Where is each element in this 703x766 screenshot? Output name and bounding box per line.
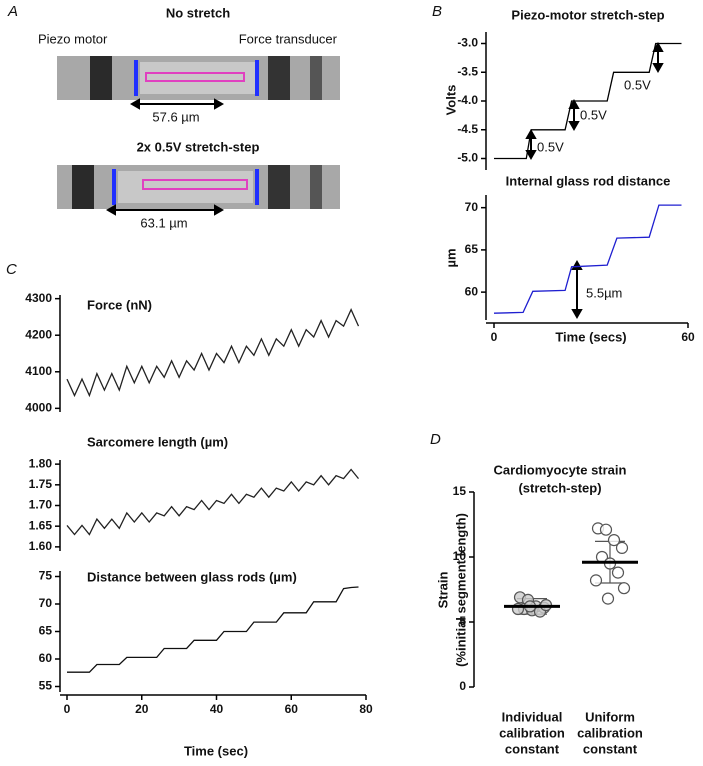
y-tick-label: -5.0 <box>457 151 478 165</box>
data-point <box>617 582 631 595</box>
x-tick-label: 20 <box>135 702 149 716</box>
x-axis-label: Time (secs) <box>555 329 626 344</box>
data-point <box>607 533 621 547</box>
micrograph <box>57 165 340 209</box>
chart-title: Force (nN) <box>87 297 152 312</box>
data-point <box>599 523 613 536</box>
trace <box>67 586 359 673</box>
y-tick-label: 15 <box>453 484 467 498</box>
length-label: 57.6 µm <box>152 109 199 124</box>
chart-title: Sarcomere length (µm) <box>87 434 228 449</box>
step-arrow <box>525 41 664 320</box>
image-title: No stretch <box>166 5 230 20</box>
y-tick-label: -4.5 <box>457 122 478 136</box>
category-label: calibration <box>499 725 565 740</box>
category-label: calibration <box>577 725 643 740</box>
annotation: 0.5V <box>580 107 607 122</box>
y-tick-label: 4000 <box>25 401 52 415</box>
panel-letter: A <box>7 3 18 20</box>
y-tick-label: 60 <box>39 651 53 665</box>
category-label: constant <box>583 741 638 756</box>
y-tick-label: 4100 <box>25 364 52 378</box>
x-tick-label: 60 <box>681 330 695 344</box>
micrograph <box>57 56 340 100</box>
panel-letter: B <box>432 3 442 20</box>
annotation: 5.5µm <box>586 285 622 300</box>
y-tick-label: 70 <box>39 596 53 610</box>
image-label: Force transducer <box>239 31 338 46</box>
y-tick-label: 0 <box>459 679 466 693</box>
data-point <box>589 574 603 587</box>
x-tick-label: 0 <box>64 702 71 716</box>
y-tick-label: 4200 <box>25 327 52 341</box>
data-point <box>611 566 625 579</box>
x-tick-label: 60 <box>285 702 299 716</box>
y-tick-label: 75 <box>39 569 53 583</box>
image-title: 2x 0.5V stretch-step <box>137 139 260 154</box>
y-tick-label: 65 <box>465 242 479 256</box>
y-tick-label: 1.75 <box>29 477 53 491</box>
y-tick-label: 70 <box>465 200 479 214</box>
category-label: constant <box>505 741 560 756</box>
category-label: Individual <box>502 709 563 724</box>
y-tick-label: 55 <box>39 679 53 693</box>
y-axis-label: µm <box>443 248 458 267</box>
annotation: 0.5V <box>537 139 564 154</box>
trace <box>66 308 360 398</box>
category-label: Uniform <box>585 709 635 724</box>
panel-letter: C <box>6 261 17 278</box>
y-tick-label: 65 <box>39 624 53 638</box>
y-tick-label: 60 <box>465 284 479 298</box>
x-axis-label: Time (sec) <box>184 743 248 758</box>
chart-title: Internal glass rod distance <box>506 173 671 188</box>
y-tick-label: 10 <box>453 549 467 563</box>
y-tick-label: -3.5 <box>457 64 478 78</box>
y-tick-label: 1.80 <box>29 456 53 470</box>
y-tick-label: -4.0 <box>457 93 478 107</box>
y-tick-label: 1.70 <box>29 498 53 512</box>
chart-subtitle: (stretch-step) <box>518 480 601 495</box>
x-tick-label: 0 <box>491 330 498 344</box>
y-tick-label: 1.65 <box>29 518 53 532</box>
x-tick-label: 40 <box>210 702 224 716</box>
image-label: Piezo motor <box>38 31 108 46</box>
chart-title: Piezo-motor stretch-step <box>511 7 664 22</box>
panel-letter: D <box>430 431 441 448</box>
annotation: 0.5V <box>624 77 651 92</box>
y-tick-label: 1.60 <box>29 539 53 553</box>
trace <box>494 42 682 160</box>
y-tick-label: -3.0 <box>457 36 478 50</box>
data-point <box>615 541 629 555</box>
x-tick-label: 80 <box>359 702 373 716</box>
y-axis-label: Volts <box>443 85 458 116</box>
trace <box>66 468 360 536</box>
length-arrow <box>129 98 225 110</box>
y-axis-label: Strain <box>435 572 450 609</box>
y-axis-label: (%initial segment length) <box>453 513 468 667</box>
y-tick-label: 4300 <box>25 291 52 305</box>
data-point <box>601 592 615 605</box>
chart-title: Cardiomyocyte strain <box>494 462 627 477</box>
length-label: 63.1 µm <box>140 215 187 230</box>
y-tick-label: 5 <box>459 614 466 628</box>
chart-title: Distance between glass rods (µm) <box>87 569 297 584</box>
length-arrow <box>105 204 225 216</box>
trace <box>493 204 682 314</box>
